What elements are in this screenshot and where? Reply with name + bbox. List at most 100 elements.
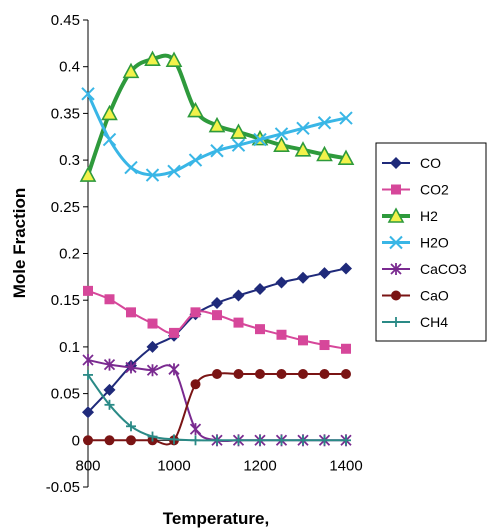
legend-label-cao: CaO bbox=[420, 288, 449, 304]
legend-item-co2: CO2 bbox=[382, 182, 449, 198]
data-point-cao bbox=[83, 435, 93, 446]
data-point-h2 bbox=[187, 101, 204, 118]
y-tick-label: 0.35 bbox=[51, 105, 80, 122]
data-point-co bbox=[82, 406, 94, 419]
legend-marker-h2o bbox=[389, 235, 403, 250]
series-cao bbox=[83, 368, 351, 446]
data-point-co2 bbox=[319, 340, 330, 351]
series-ch4 bbox=[83, 369, 351, 446]
series-caco3 bbox=[82, 353, 352, 447]
data-point-h2o bbox=[81, 87, 95, 101]
data-point-co bbox=[340, 262, 352, 275]
series-h2o bbox=[81, 87, 353, 182]
data-point-h2 bbox=[79, 166, 97, 182]
data-point-h2 bbox=[208, 116, 226, 133]
legend-label-caco3: CaCO3 bbox=[420, 261, 467, 277]
legend-label-ch4: CH4 bbox=[420, 314, 448, 330]
data-point-h2o bbox=[317, 116, 332, 130]
data-point-ch4 bbox=[169, 434, 179, 445]
data-point-h2 bbox=[101, 104, 118, 121]
y-tick-label: 0.1 bbox=[59, 339, 80, 356]
data-point-co2 bbox=[212, 310, 222, 321]
data-point-ch4 bbox=[341, 435, 351, 446]
data-point-h2 bbox=[230, 123, 247, 139]
data-point-caco3 bbox=[82, 353, 94, 366]
data-point-co2 bbox=[126, 307, 136, 318]
data-point-co2 bbox=[147, 318, 158, 329]
legend-item-h2o: H2O bbox=[382, 235, 449, 251]
y-tick-label: 0.25 bbox=[51, 199, 80, 216]
legend-item-co: CO bbox=[382, 155, 441, 171]
data-point-caco3 bbox=[103, 358, 116, 371]
series-line-ch4 bbox=[87, 374, 346, 442]
data-point-ch4 bbox=[147, 431, 158, 442]
data-point-caco3 bbox=[125, 361, 137, 374]
data-point-co bbox=[297, 271, 309, 284]
data-point-h2o bbox=[124, 160, 138, 175]
y-tick-label: 0.05 bbox=[51, 386, 80, 403]
data-point-cao bbox=[319, 368, 330, 379]
series-co2 bbox=[83, 285, 351, 354]
legend-marker-caco3 bbox=[390, 263, 402, 275]
y-tick-label: 0.15 bbox=[51, 292, 80, 309]
series-co bbox=[82, 262, 352, 419]
data-point-h2 bbox=[273, 136, 290, 152]
data-point-caco3 bbox=[189, 423, 202, 436]
data-point-co bbox=[232, 289, 245, 302]
data-point-cao bbox=[341, 368, 351, 379]
data-point-ch4 bbox=[319, 435, 330, 446]
y-axis-title: Mole Fraction bbox=[10, 188, 29, 299]
x-tick-label: 1000 bbox=[157, 457, 190, 474]
legend-item-caco3: CaCO3 bbox=[382, 261, 467, 277]
data-point-ch4 bbox=[190, 435, 201, 446]
data-point-cao bbox=[255, 368, 265, 379]
data-point-h2 bbox=[144, 50, 161, 67]
y-tick-label: 0.4 bbox=[59, 59, 80, 76]
data-point-cao bbox=[298, 368, 308, 379]
data-point-h2 bbox=[337, 149, 355, 166]
data-point-ch4 bbox=[298, 435, 308, 446]
series-line-cao bbox=[87, 372, 346, 446]
data-point-cao bbox=[233, 368, 244, 379]
legend-item-cao: CaO bbox=[382, 288, 449, 304]
data-point-co bbox=[254, 282, 266, 295]
data-point-co2 bbox=[83, 285, 93, 296]
data-point-cao bbox=[104, 435, 115, 446]
data-point-ch4 bbox=[276, 435, 287, 446]
data-point-cao bbox=[190, 379, 201, 390]
x-tick-label: 1200 bbox=[243, 457, 276, 474]
data-point-co2 bbox=[276, 329, 287, 340]
legend-item-ch4: CH4 bbox=[382, 314, 448, 330]
data-point-co2 bbox=[341, 343, 351, 354]
data-point-h2o bbox=[253, 132, 267, 147]
data-point-co bbox=[318, 267, 331, 280]
data-point-caco3 bbox=[146, 364, 159, 377]
data-point-ch4 bbox=[212, 435, 222, 446]
data-point-caco3 bbox=[168, 363, 180, 376]
data-point-h2o bbox=[102, 132, 117, 147]
data-point-co bbox=[211, 297, 223, 310]
x-tick-label: 800 bbox=[75, 457, 100, 474]
series-h2 bbox=[79, 50, 355, 182]
y-tick-label: 0.2 bbox=[59, 246, 80, 263]
data-point-h2o bbox=[145, 168, 160, 182]
data-point-co bbox=[146, 340, 159, 353]
x-tick-label: 1400 bbox=[329, 457, 362, 474]
data-point-ch4 bbox=[255, 435, 265, 446]
data-point-co bbox=[103, 383, 116, 396]
data-point-h2o bbox=[296, 121, 310, 136]
legend-label-h2o: H2O bbox=[420, 235, 449, 251]
legend-marker-co2 bbox=[391, 184, 401, 195]
legend-marker-cao bbox=[391, 290, 401, 301]
y-tick-label: 0 bbox=[72, 432, 80, 449]
plot-area: -0.05 0 0.05 0.1 0.15 0.2 0.25 0.3 0.35 0.4 0.45 80… bbox=[46, 12, 363, 496]
x-axis-title: Temperature, bbox=[163, 509, 269, 528]
data-point-h2o bbox=[188, 153, 203, 167]
data-point-co2 bbox=[255, 324, 265, 335]
data-point-h2o bbox=[274, 127, 289, 141]
y-tick-label: 0.3 bbox=[59, 152, 80, 169]
legend-label-h2: H2 bbox=[420, 208, 438, 224]
data-point-h2o bbox=[231, 138, 246, 152]
data-point-co2 bbox=[298, 335, 308, 346]
